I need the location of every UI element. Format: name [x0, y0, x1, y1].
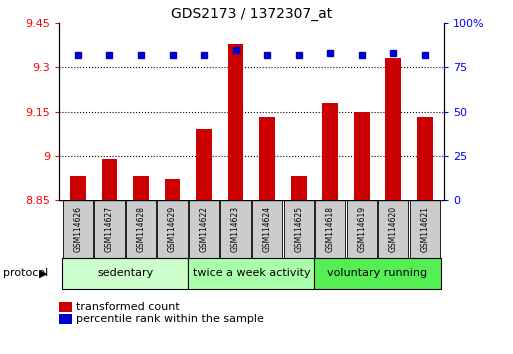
- Bar: [378, 200, 408, 258]
- Bar: [354, 112, 370, 200]
- Bar: [189, 200, 219, 258]
- Text: GSM114627: GSM114627: [105, 206, 114, 252]
- Bar: [322, 103, 338, 200]
- Text: voluntary running: voluntary running: [327, 268, 427, 279]
- Title: GDS2173 / 1372307_at: GDS2173 / 1372307_at: [171, 7, 332, 21]
- Text: GSM114618: GSM114618: [326, 206, 334, 252]
- Bar: [165, 179, 181, 200]
- Bar: [291, 176, 307, 200]
- Bar: [252, 200, 282, 258]
- Bar: [188, 258, 314, 289]
- Text: ▶: ▶: [39, 268, 48, 279]
- Text: twice a week activity: twice a week activity: [192, 268, 310, 279]
- Text: transformed count: transformed count: [76, 302, 180, 312]
- Text: sedentary: sedentary: [97, 268, 153, 279]
- Bar: [70, 176, 86, 200]
- Text: GSM114626: GSM114626: [73, 206, 83, 252]
- Text: GSM114619: GSM114619: [357, 206, 366, 252]
- Text: GSM114622: GSM114622: [200, 206, 209, 252]
- Bar: [284, 200, 314, 258]
- Text: GSM114620: GSM114620: [389, 206, 398, 252]
- Bar: [94, 200, 125, 258]
- Text: GSM114623: GSM114623: [231, 206, 240, 252]
- Bar: [259, 118, 275, 200]
- Text: percentile rank within the sample: percentile rank within the sample: [76, 314, 264, 324]
- Bar: [228, 44, 244, 200]
- Bar: [347, 200, 377, 258]
- Bar: [62, 258, 188, 289]
- Text: GSM114624: GSM114624: [263, 206, 272, 252]
- Bar: [410, 200, 440, 258]
- Bar: [196, 129, 212, 200]
- Bar: [315, 200, 345, 258]
- Text: GSM114629: GSM114629: [168, 206, 177, 252]
- Bar: [314, 258, 441, 289]
- Text: protocol: protocol: [3, 268, 48, 279]
- Bar: [126, 200, 156, 258]
- Bar: [385, 58, 401, 200]
- Text: GSM114621: GSM114621: [420, 206, 429, 252]
- Bar: [133, 176, 149, 200]
- Bar: [417, 118, 432, 200]
- Bar: [102, 159, 117, 200]
- Bar: [221, 200, 251, 258]
- Text: GSM114625: GSM114625: [294, 206, 303, 252]
- Text: GSM114628: GSM114628: [136, 206, 146, 252]
- Bar: [157, 200, 188, 258]
- Bar: [63, 200, 93, 258]
